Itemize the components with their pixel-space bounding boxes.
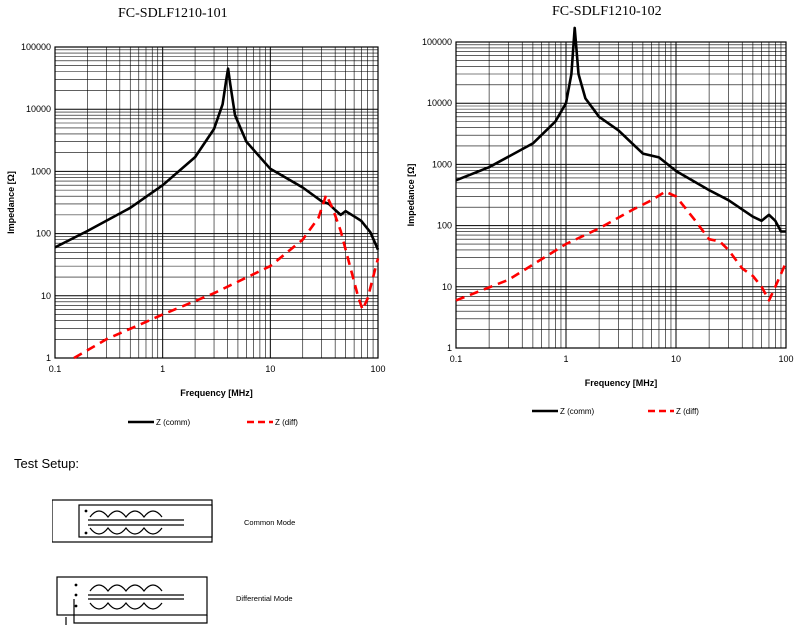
legend-label: Z (diff) (676, 407, 699, 416)
series-line-z-diff (73, 193, 380, 360)
x-tick-label: 1 (160, 364, 165, 374)
test-setup-title: Test Setup: (14, 456, 80, 471)
x-tick-label: 10 (265, 364, 275, 374)
x-axis-label: Frequency [MHz] (180, 388, 253, 398)
common-mode-dot (84, 509, 88, 513)
chart-1: 0.1 1 10 100110100100010000100000Frequency … (6, 42, 386, 427)
grid (455, 42, 786, 349)
y-tick-label: 10 (41, 291, 51, 301)
x-tick-label: 100 (778, 354, 793, 364)
differential-mode-label: Differential Mode (236, 594, 293, 603)
common-mode-label: Common Mode (244, 518, 296, 527)
legend-label: Z (comm) (156, 418, 191, 427)
y-tick-label: 100000 (21, 42, 51, 52)
legend-label: Z (diff) (275, 418, 298, 427)
differential-mode-diagram (56, 576, 208, 625)
plot-frame (455, 41, 787, 349)
y-tick-label: 100 (36, 229, 51, 239)
differential-mode-lower-coil (89, 602, 163, 610)
x-tick-label: 0.1 (450, 354, 463, 364)
x-tick-label: 100 (370, 364, 385, 374)
y-tick-label: 1000 (31, 166, 51, 176)
differential-mode-upper-coil (89, 584, 163, 592)
chart-1-title: FC-SDLF1210-101 (118, 6, 228, 21)
chart-2: 0.1 1 10 100110100100010000100000Frequency … (406, 26, 794, 416)
differential-mode-dot (74, 583, 78, 587)
series-line-z-diff (455, 190, 788, 302)
y-tick-label: 10000 (26, 104, 51, 114)
common-mode-diagram (52, 499, 213, 543)
series-line-z-comm (455, 26, 786, 233)
common-mode-dot (84, 531, 88, 535)
y-tick-label: 100 (437, 221, 452, 231)
y-axis-label: Impedance [Ω] (6, 171, 16, 234)
y-tick-label: 100000 (422, 37, 452, 47)
x-tick-label: 10 (671, 354, 681, 364)
chart-2-title: FC-SDLF1210-102 (552, 4, 662, 19)
y-tick-label: 1000 (432, 159, 452, 169)
y-axis-label: Impedance [Ω] (406, 164, 416, 227)
x-tick-label: 1 (563, 354, 568, 364)
y-tick-label: 1 (447, 343, 452, 353)
x-axis-label: Frequency [MHz] (585, 378, 658, 388)
common-mode-upper-coil (89, 510, 163, 518)
x-tick-label: 0.1 (49, 364, 62, 374)
differential-mode-choke-body (56, 576, 208, 616)
differential-mode-dot (74, 604, 78, 608)
common-mode-choke-body (78, 504, 213, 538)
common-mode-lower-coil (89, 527, 163, 535)
plot-frame (54, 46, 379, 359)
y-tick-label: 1 (46, 353, 51, 363)
y-tick-label: 10000 (427, 98, 452, 108)
y-tick-label: 10 (442, 282, 452, 292)
legend-label: Z (comm) (560, 407, 595, 416)
differential-mode-dot (74, 593, 78, 597)
differential-mode-wire (73, 599, 208, 624)
series-line-z-comm (54, 67, 380, 251)
grid (54, 47, 378, 359)
